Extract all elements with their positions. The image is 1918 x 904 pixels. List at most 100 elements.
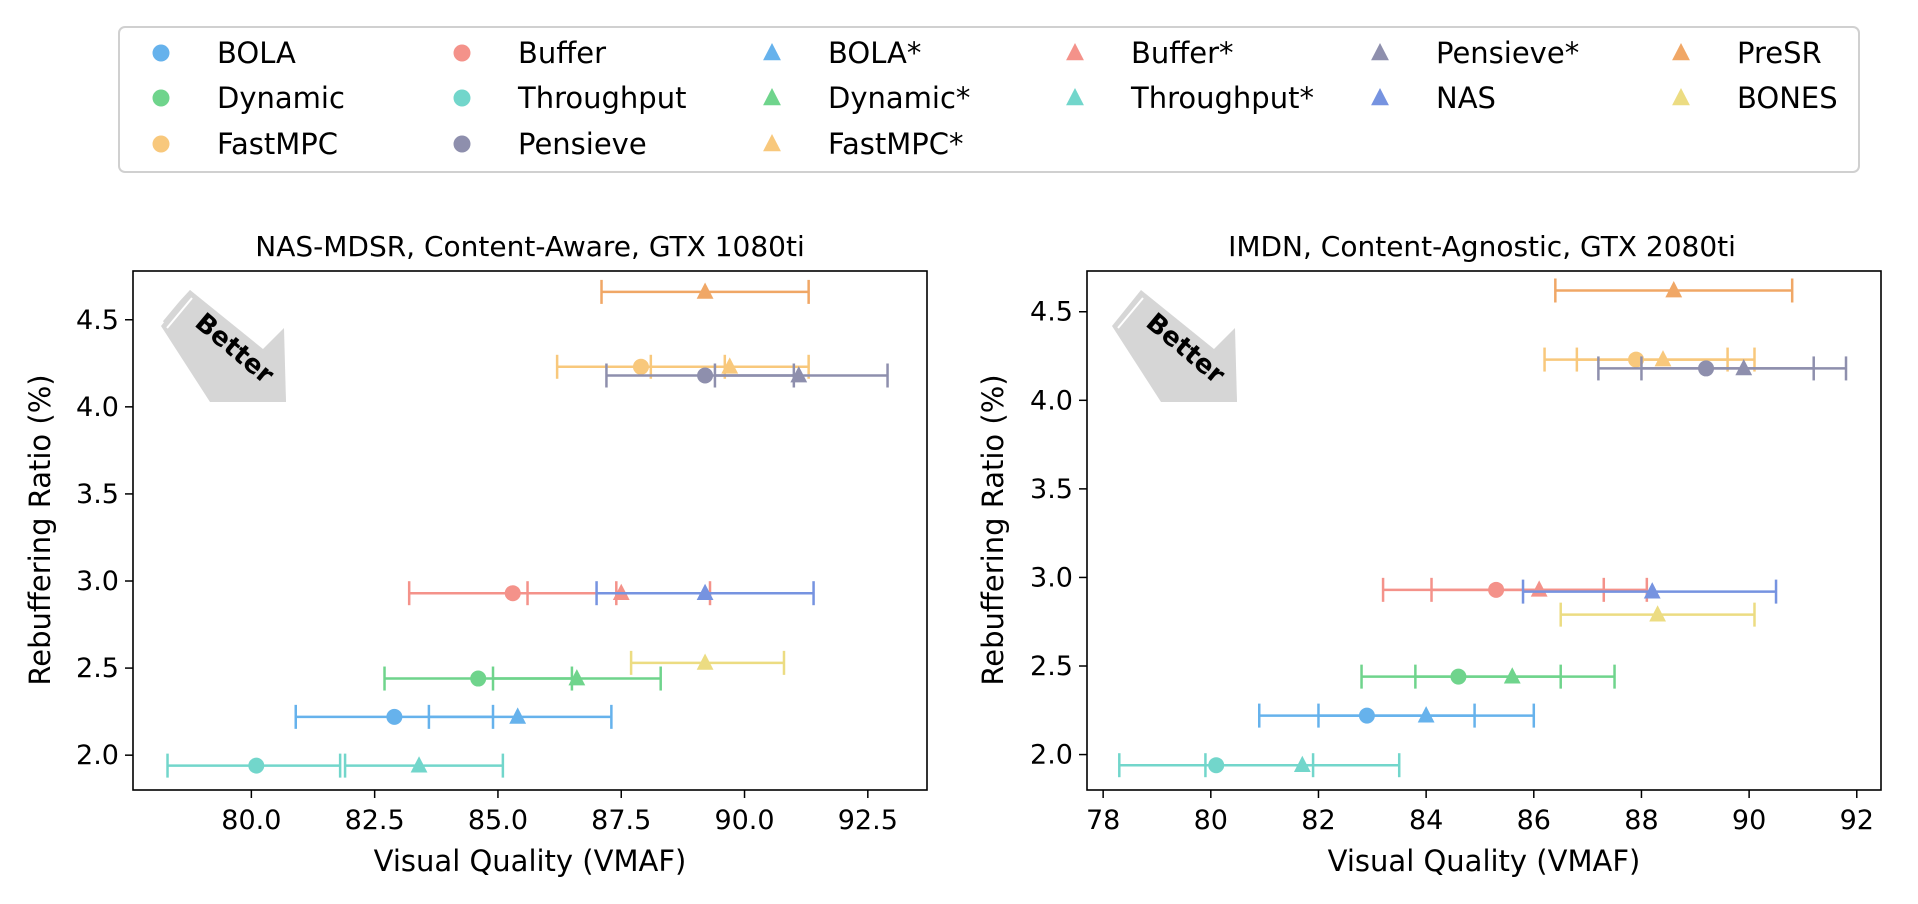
data-point-pensieve-star — [1640, 356, 1848, 381]
x-tick-label: 88 — [1624, 805, 1658, 836]
legend-label: Buffer — [518, 36, 606, 70]
point-marker — [1735, 358, 1753, 376]
x-tick-label: 85.0 — [468, 805, 528, 836]
legend-item-buffer-star: Buffer* — [1066, 36, 1234, 70]
chart-title: NAS-MDSR, Content-Aware, GTX 1080ti — [255, 230, 804, 263]
x-tick-label: 90.0 — [714, 805, 774, 836]
legend-item-dynamic: Dynamic — [152, 81, 345, 115]
x-axis-label: Visual Quality (VMAF) — [374, 844, 687, 878]
legend-item-fastmpc: FastMPC — [152, 127, 338, 161]
point-marker — [1503, 667, 1521, 684]
better-arrow-stripe — [166, 297, 193, 329]
point-marker — [612, 583, 630, 601]
legend-marker-bola — [152, 44, 170, 62]
legend-marker-bola-star — [763, 42, 781, 61]
x-tick-label: 80 — [1194, 805, 1228, 836]
better-annotation: Better — [160, 290, 286, 402]
point-marker — [1643, 582, 1661, 599]
legend-label: BOLA — [217, 36, 296, 70]
y-tick-label: 4.5 — [76, 305, 119, 336]
legend-marker-buffer — [453, 44, 471, 62]
legend-label: Dynamic — [217, 81, 345, 115]
x-tick-label: 82 — [1301, 805, 1335, 836]
point-marker — [632, 358, 649, 375]
better-arrow-head — [1161, 328, 1237, 402]
legend-marker-throughput — [453, 89, 471, 107]
legend-item-pensieve-star: Pensieve* — [1371, 36, 1579, 70]
x-tick-label: 90 — [1732, 805, 1766, 836]
legend-marker-dynamic — [152, 89, 170, 107]
data-point-buffer-star — [1430, 577, 1649, 602]
data-point-throughput-star — [1204, 753, 1401, 778]
y-tick-label: 4.0 — [76, 392, 119, 423]
y-tick-label: 2.0 — [76, 740, 119, 771]
point-marker — [696, 282, 714, 299]
legend-label: FastMPC* — [828, 127, 964, 161]
data-point-bola-star — [1317, 703, 1536, 728]
point-marker — [504, 585, 521, 602]
x-tick-label: 92.5 — [838, 805, 898, 836]
y-tick-label: 3.0 — [76, 566, 119, 597]
legend-item-throughput-star: Throughput* — [1066, 81, 1314, 115]
plot-frame — [132, 270, 928, 791]
point-marker — [1417, 706, 1435, 723]
x-axis-label: Visual Quality (VMAF) — [1328, 844, 1641, 878]
point-marker — [1665, 281, 1683, 298]
legend-item-fastmpc-star: FastMPC* — [763, 127, 964, 161]
legend-label: BOLA* — [828, 36, 921, 70]
point-marker — [1530, 580, 1548, 597]
y-tick-label: 4.5 — [1030, 297, 1073, 328]
data-point-dynamic-star — [491, 666, 662, 691]
y-tick-label: 3.5 — [1030, 474, 1073, 505]
legend-label: Dynamic* — [828, 81, 970, 115]
legend: BOLA Dynamic FastMPC Buffer Throughput Pensie… — [152, 36, 1838, 161]
data-point-presr — [600, 279, 810, 304]
data-point-throughput-star — [343, 753, 505, 778]
legend-label: Throughput* — [1130, 81, 1314, 115]
point-marker — [509, 707, 527, 724]
point-marker — [470, 670, 487, 687]
legend-item-dynamic-star: Dynamic* — [763, 81, 970, 115]
better-arrow-shaft — [162, 290, 228, 358]
y-axis-label: Rebuffering Ratio (%) — [976, 374, 1010, 685]
better-arrow-stripe — [160, 291, 187, 323]
legend-marker-pensieve-star — [1371, 42, 1389, 61]
data-point-dynamic-star — [1414, 664, 1616, 689]
data-point-nas — [1521, 579, 1778, 604]
point-marker — [721, 357, 739, 374]
point-marker — [568, 669, 586, 686]
legend-marker-pensieve — [453, 135, 471, 153]
point-marker — [248, 757, 265, 774]
legend-label: Buffer* — [1131, 36, 1234, 70]
y-tick-label: 4.0 — [1030, 385, 1073, 416]
point-marker — [410, 756, 428, 773]
y-axis-label: Rebuffering Ratio (%) — [23, 374, 57, 685]
legend-marker-dynamic-star — [763, 87, 781, 106]
chart-title: IMDN, Content-Agnostic, GTX 2080ti — [1228, 230, 1736, 263]
point-marker — [1293, 755, 1311, 773]
legend-frame — [118, 26, 1860, 173]
legend-marker-fastmpc-star — [763, 133, 781, 152]
legend-item-nas: NAS — [1371, 81, 1496, 115]
data-point-presr — [1554, 278, 1794, 303]
data-point-throughput — [166, 753, 342, 778]
data-point-bones — [629, 650, 786, 675]
point-marker — [696, 653, 714, 670]
legend-item-bola: BOLA — [152, 36, 296, 70]
y-tick-label: 2.0 — [1030, 740, 1073, 771]
better-arrow-head — [210, 328, 286, 402]
legend-label: Pensieve* — [1436, 36, 1579, 70]
better-annotation: Better — [1111, 290, 1237, 402]
legend-label: PreSR — [1737, 36, 1822, 70]
legend-marker-fastmpc — [152, 135, 170, 153]
legend-marker-buffer-star — [1066, 42, 1084, 61]
legend-item-pensieve: Pensieve — [453, 127, 647, 161]
x-tick-label: 82.5 — [345, 805, 405, 836]
legend-label: FastMPC — [217, 127, 338, 161]
y-tick-label: 3.5 — [76, 479, 119, 510]
legend-item-throughput: Throughput — [453, 81, 686, 115]
data-point-nas — [595, 581, 815, 606]
legend-item-bola-star: BOLA* — [763, 36, 921, 70]
data-point-pensieve-star — [713, 363, 889, 388]
